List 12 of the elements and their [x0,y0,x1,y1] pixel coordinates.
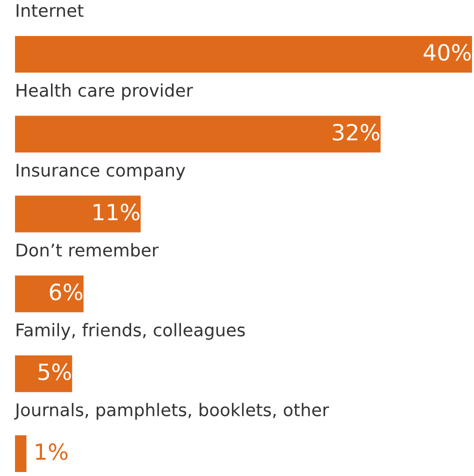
y-tick-label: Don’t remember [16,243,159,257]
data-label: 1% [36,443,68,460]
data-label: 32% [332,124,380,141]
data-label: 5% [38,363,71,380]
y-tick-label: Insurance company [16,164,186,180]
data-label: 40% [424,44,471,61]
y-tick-label: Health care provider [16,83,193,100]
y-tick-label: Family, friends, colleagues [16,323,245,340]
data-label: 6% [50,284,82,300]
data-label: 11% [94,204,140,220]
y-tick-label: Internet [16,4,84,18]
y-tick-label: Journals, pamphlets, booklets, other [14,402,330,420]
